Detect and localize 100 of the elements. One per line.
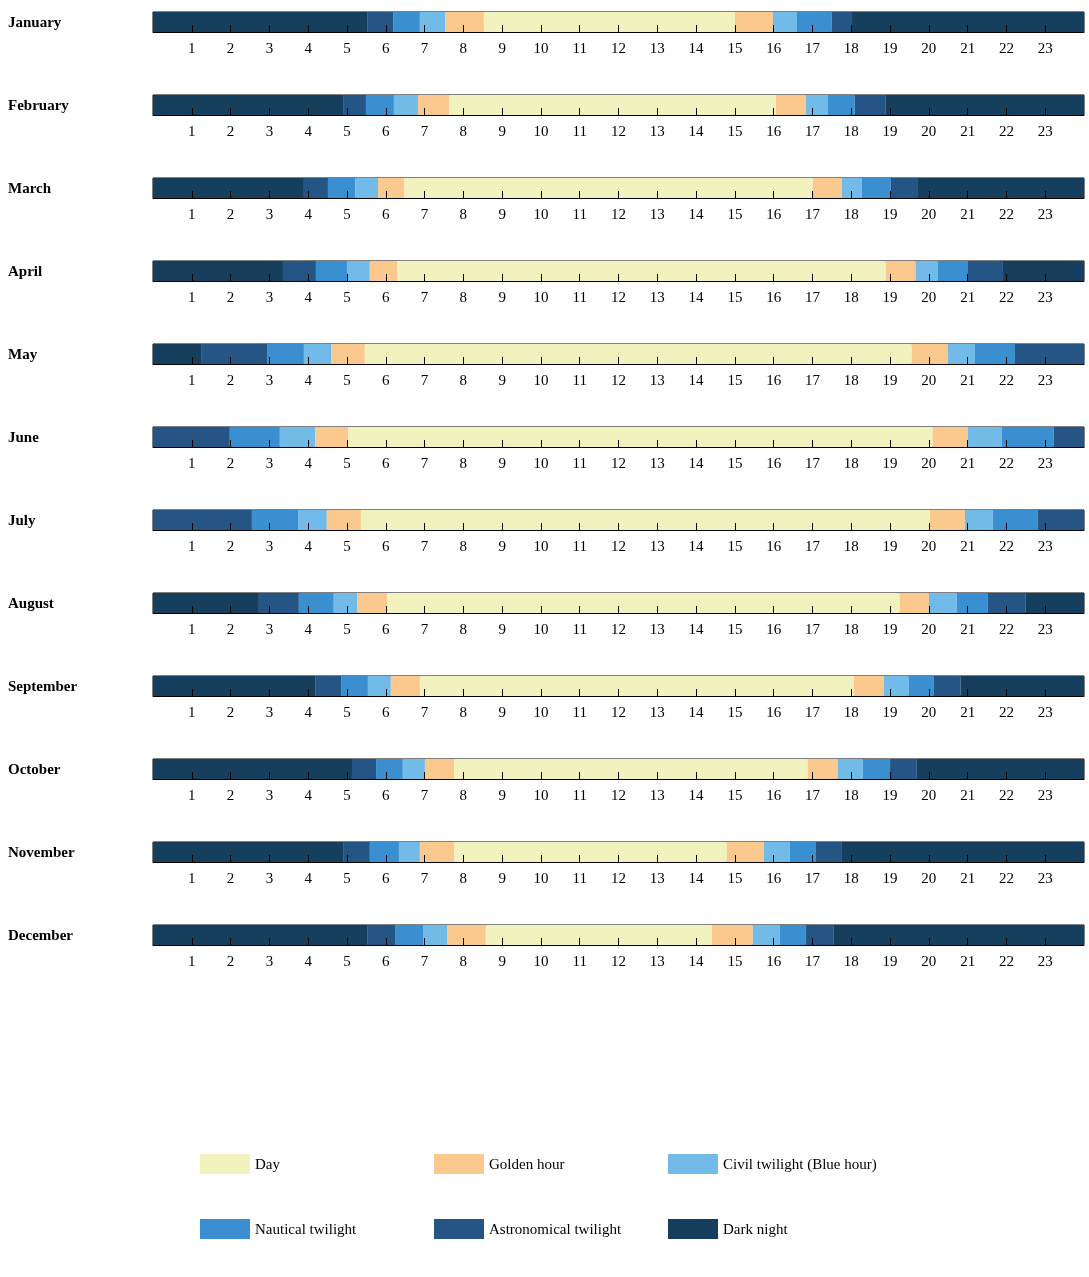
bar [417,95,449,115]
x-tick-label: 7 [420,703,429,720]
x-tick-label: 19 [882,786,898,803]
x-tick-label: 1 [188,869,196,886]
bar [964,510,993,530]
x-tick-label: 12 [611,869,626,886]
x-tick-label: 23 [1037,122,1053,139]
bar [1001,427,1054,447]
x-tick-label: 13 [649,122,665,139]
x-tick-label: 2 [226,620,235,637]
x-tick-label: 3 [265,620,274,637]
x-tick-label: 9 [498,205,506,222]
x-tick-label: 12 [611,371,626,388]
bar [734,12,773,32]
x-tick-label: 8 [459,454,468,471]
bar [153,178,304,198]
bar [807,759,838,779]
x-tick-label: 21 [960,122,976,139]
bar [890,759,917,779]
x-tick-label: 1 [188,371,196,388]
x-tick-label: 8 [459,952,468,969]
x-tick-label: 1 [188,454,196,471]
x-tick-label: 2 [226,205,235,222]
x-tick-label: 11 [572,537,587,554]
x-tick-label: 11 [572,371,587,388]
x-tick-label: 10 [533,786,549,803]
x-tick-label: 18 [843,454,859,471]
x-tick-label: 5 [343,869,351,886]
x-tick-label: 15 [727,205,743,222]
bar [403,178,813,198]
bar [885,95,1084,115]
bar [827,95,855,115]
x-tick-label: 5 [343,537,351,554]
bar [402,759,425,779]
x-tick-label: 20 [921,537,937,554]
x-tick-label: 11 [572,122,587,139]
x-tick-label: 9 [498,869,506,886]
x-tick-label: 10 [533,454,549,471]
y-tick-label: December [8,927,74,943]
x-tick-label: 16 [766,537,782,554]
x-tick-label: 7 [420,39,429,56]
x-tick-label: 3 [265,786,274,803]
bar [805,95,828,115]
x-tick-label: 17 [804,122,821,139]
x-tick-label: 5 [343,122,351,139]
x-tick-label: 6 [382,786,390,803]
x-tick-label: 15 [727,620,743,637]
bar [360,510,930,530]
x-tick-label: 6 [382,371,390,388]
bar [303,178,328,198]
x-tick-label: 2 [226,122,235,139]
x-tick-label: 23 [1037,620,1053,637]
x-tick-label: 1 [188,786,196,803]
x-tick-label: 4 [304,39,313,56]
bar [153,759,352,779]
x-tick-label: 12 [611,288,626,305]
bar [346,261,370,281]
x-tick-label: 15 [727,454,743,471]
x-tick-label: 11 [572,620,587,637]
x-tick-label: 1 [188,620,196,637]
x-tick-label: 13 [649,952,665,969]
x-tick-label: 6 [382,952,390,969]
x-tick-label: 17 [804,537,821,554]
x-tick-label: 12 [611,205,626,222]
bar [1002,261,1084,281]
x-tick-label: 21 [960,371,976,388]
x-tick-label: 6 [382,537,390,554]
legend-label: Nautical twilight [255,1221,358,1237]
x-tick-label: 19 [882,620,898,637]
x-tick-label: 19 [882,952,898,969]
x-tick-label: 17 [804,620,821,637]
bar [153,261,283,281]
bar [153,593,259,613]
x-tick-label: 17 [804,371,821,388]
x-tick-label: 19 [882,371,898,388]
x-tick-label: 15 [727,537,743,554]
bar [992,510,1038,530]
x-tick-label: 3 [265,288,274,305]
legend-label: Day [255,1156,281,1172]
x-tick-label: 3 [265,952,274,969]
bar [932,427,969,447]
x-tick-label: 14 [688,869,705,886]
bar [343,842,370,862]
x-tick-label: 20 [921,39,937,56]
x-tick-label: 18 [843,371,859,388]
x-tick-label: 12 [611,39,626,56]
bar [831,12,853,32]
x-tick-label: 22 [998,786,1014,803]
bar [448,95,776,115]
x-tick-label: 20 [921,620,937,637]
y-tick-label: March [8,180,52,196]
x-tick-label: 5 [343,952,351,969]
bar [968,427,1002,447]
x-tick-label: 10 [533,122,549,139]
x-tick-label: 22 [998,288,1014,305]
bar [815,842,842,862]
bar [812,178,842,198]
bar [915,261,938,281]
y-tick-label: April [8,263,43,279]
x-tick-label: 13 [649,703,665,720]
